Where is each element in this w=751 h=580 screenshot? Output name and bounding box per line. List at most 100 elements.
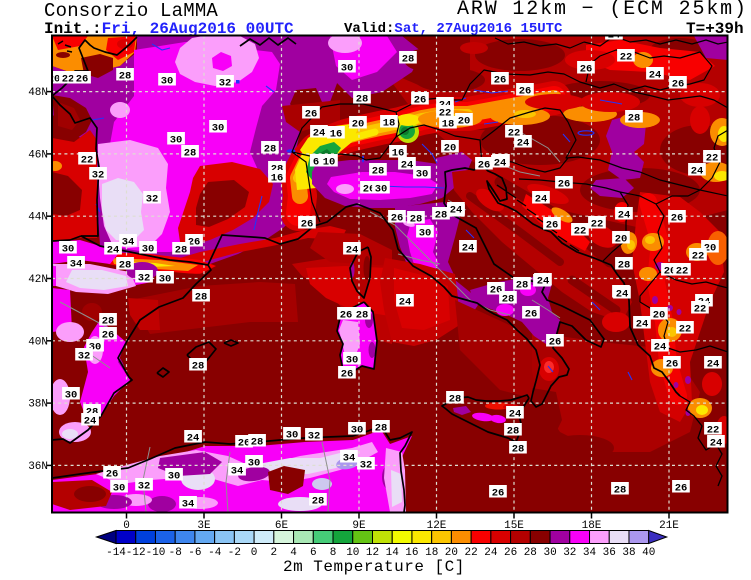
svg-text:22: 22 bbox=[707, 425, 720, 437]
svg-text:26: 26 bbox=[519, 86, 532, 98]
svg-text:26: 26 bbox=[675, 483, 688, 495]
svg-text:20: 20 bbox=[445, 547, 458, 559]
svg-text:26: 26 bbox=[525, 309, 538, 321]
svg-text:-2: -2 bbox=[228, 547, 241, 559]
svg-text:24: 24 bbox=[517, 138, 530, 150]
svg-text:28: 28 bbox=[502, 294, 515, 306]
svg-text:20: 20 bbox=[48, 74, 61, 86]
svg-text:30: 30 bbox=[419, 228, 432, 240]
svg-text:26: 26 bbox=[558, 179, 571, 191]
svg-text:24: 24 bbox=[654, 342, 667, 354]
svg-text:28: 28 bbox=[410, 214, 423, 226]
svg-text:30: 30 bbox=[161, 76, 174, 88]
svg-text:38: 38 bbox=[622, 547, 635, 559]
svg-text:24: 24 bbox=[707, 359, 720, 371]
svg-text:22: 22 bbox=[692, 251, 705, 263]
svg-text:20: 20 bbox=[352, 119, 365, 131]
svg-text:40: 40 bbox=[642, 547, 655, 559]
svg-text:26: 26 bbox=[340, 310, 353, 322]
svg-text:26: 26 bbox=[106, 469, 119, 481]
svg-text:20: 20 bbox=[615, 234, 628, 246]
svg-text:22: 22 bbox=[591, 219, 604, 231]
svg-text:26: 26 bbox=[414, 95, 427, 107]
svg-text:28: 28 bbox=[102, 316, 115, 328]
svg-text:24: 24 bbox=[107, 245, 120, 257]
svg-text:28: 28 bbox=[175, 245, 188, 257]
svg-text:36: 36 bbox=[603, 547, 616, 559]
svg-text:30: 30 bbox=[543, 547, 556, 559]
svg-text:24: 24 bbox=[494, 158, 507, 170]
svg-text:24: 24 bbox=[346, 245, 359, 257]
svg-text:22: 22 bbox=[676, 266, 689, 278]
svg-text:24: 24 bbox=[618, 210, 631, 222]
svg-text:32: 32 bbox=[308, 431, 321, 443]
svg-text:24: 24 bbox=[710, 438, 723, 450]
svg-text:28: 28 bbox=[628, 113, 641, 125]
svg-text:20: 20 bbox=[704, 243, 717, 255]
svg-text:28: 28 bbox=[507, 426, 520, 438]
svg-text:20: 20 bbox=[653, 310, 666, 322]
svg-text:22: 22 bbox=[620, 52, 633, 64]
svg-text:26: 26 bbox=[76, 74, 89, 86]
svg-text:30: 30 bbox=[159, 274, 172, 286]
svg-text:30: 30 bbox=[375, 184, 388, 196]
svg-text:26: 26 bbox=[580, 64, 593, 76]
svg-text:12: 12 bbox=[366, 547, 379, 559]
svg-text:20: 20 bbox=[458, 116, 471, 128]
svg-text:18: 18 bbox=[425, 547, 438, 559]
svg-text:26: 26 bbox=[238, 438, 251, 450]
svg-text:48N: 48N bbox=[28, 87, 48, 99]
svg-text:22: 22 bbox=[81, 155, 94, 167]
svg-text:30: 30 bbox=[113, 483, 126, 495]
svg-text:24: 24 bbox=[535, 194, 548, 206]
svg-text:30: 30 bbox=[346, 355, 359, 367]
svg-text:30: 30 bbox=[248, 458, 261, 470]
svg-text:24: 24 bbox=[450, 205, 463, 217]
svg-text:26: 26 bbox=[549, 337, 562, 349]
svg-text:28: 28 bbox=[264, 144, 277, 156]
svg-text:32: 32 bbox=[563, 547, 576, 559]
svg-text:24: 24 bbox=[608, 30, 621, 42]
svg-text:44N: 44N bbox=[28, 212, 48, 224]
svg-text:3E: 3E bbox=[197, 520, 211, 532]
svg-text:36N: 36N bbox=[28, 461, 48, 473]
svg-text:30: 30 bbox=[65, 390, 78, 402]
svg-text:16: 16 bbox=[405, 547, 418, 559]
svg-text:22: 22 bbox=[464, 547, 477, 559]
svg-text:6: 6 bbox=[310, 547, 317, 559]
svg-text:16: 16 bbox=[330, 129, 343, 141]
svg-text:24: 24 bbox=[537, 276, 550, 288]
svg-text:30: 30 bbox=[351, 425, 364, 437]
svg-text:6: 6 bbox=[313, 157, 319, 169]
svg-text:26: 26 bbox=[102, 330, 115, 342]
svg-text:28: 28 bbox=[119, 260, 132, 272]
svg-text:24: 24 bbox=[636, 319, 649, 331]
svg-text:18: 18 bbox=[383, 118, 396, 130]
svg-text:30: 30 bbox=[170, 135, 183, 147]
svg-text:28: 28 bbox=[435, 210, 448, 222]
svg-text:-4: -4 bbox=[208, 547, 222, 559]
svg-text:-8: -8 bbox=[169, 547, 182, 559]
svg-text:28: 28 bbox=[375, 423, 388, 435]
svg-text:34: 34 bbox=[122, 237, 135, 249]
svg-text:26: 26 bbox=[305, 109, 318, 121]
svg-text:26: 26 bbox=[671, 213, 684, 225]
svg-text:24: 24 bbox=[84, 416, 97, 428]
svg-text:9E: 9E bbox=[352, 520, 366, 532]
svg-text:4: 4 bbox=[290, 547, 297, 559]
svg-text:22: 22 bbox=[62, 74, 75, 86]
svg-text:30: 30 bbox=[286, 430, 299, 442]
svg-text:34: 34 bbox=[70, 259, 83, 271]
svg-text:26: 26 bbox=[672, 79, 685, 91]
svg-text:22: 22 bbox=[694, 304, 707, 316]
svg-text:14: 14 bbox=[386, 547, 400, 559]
svg-text:22: 22 bbox=[679, 324, 692, 336]
svg-text:28: 28 bbox=[195, 292, 208, 304]
svg-text:28: 28 bbox=[524, 547, 537, 559]
svg-text:20: 20 bbox=[444, 143, 457, 155]
svg-text:40N: 40N bbox=[28, 336, 48, 348]
svg-text:18E: 18E bbox=[582, 520, 602, 532]
svg-text:-10: -10 bbox=[146, 547, 166, 559]
svg-text:10: 10 bbox=[323, 157, 336, 169]
svg-text:0: 0 bbox=[251, 547, 258, 559]
